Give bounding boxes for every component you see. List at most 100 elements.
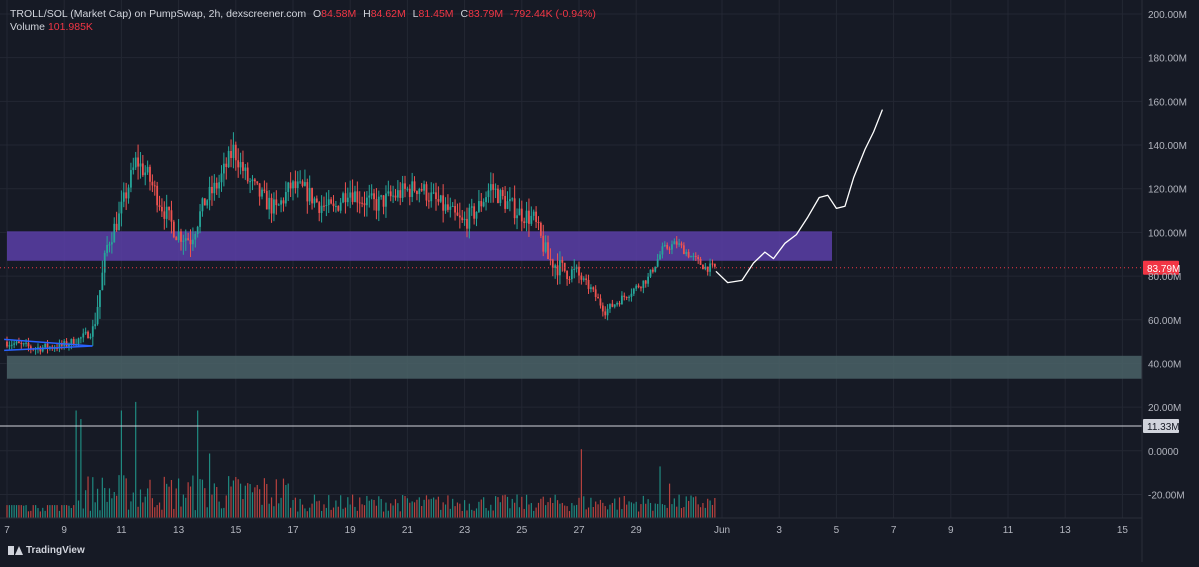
candle-body [644,280,647,284]
candle-body [706,266,709,272]
candle-body [87,331,89,339]
candle-body [601,305,604,312]
candle-body [516,215,518,219]
candle-body [8,345,11,347]
candle-body [294,181,297,188]
candle-body [480,201,483,207]
candle-body [594,289,597,297]
price-tick-label: 80.00M [1148,272,1181,283]
candle-body [416,190,418,195]
price-tick-label: 200.00M [1148,10,1187,21]
candle-body [277,204,280,206]
price-tick-label: 140.00M [1148,141,1187,152]
candle-body [497,188,499,203]
open-value: 84.58M [321,8,357,20]
candle-body [580,275,583,280]
price-tick-label: 180.00M [1148,54,1187,65]
candle-body [396,190,399,198]
tradingview-brand: TradingView [26,545,85,556]
zones [7,231,1142,379]
change-value: -792.44K (-0.94%) [510,8,596,20]
candle-body [203,198,206,206]
candle-body [354,191,356,202]
candle-body [501,190,504,197]
candle-body [296,181,299,188]
candle-body [253,179,256,182]
time-tick-label: 29 [631,525,643,536]
candle-body [599,298,602,306]
candle-body [559,260,561,276]
time-tick-label: 11 [116,525,127,536]
candle-body [118,213,120,231]
candle-body [182,240,185,242]
candle-body [308,188,311,202]
volume-value: 101.985K [47,21,93,33]
candle-body [687,251,690,258]
current-price-label-bg [1143,260,1179,275]
candle-body [237,160,240,168]
candle-body [590,287,592,289]
candle-body [22,343,25,345]
tradingview-logo[interactable]: TradingView [8,545,85,556]
candle-body [435,192,437,200]
candle-body [137,157,139,167]
candle-body [106,244,108,253]
candle-body [349,192,352,198]
low-label: L [412,8,419,20]
symbol-title: TROLL/SOL (Market Cap) on PumpSwap, 2h, … [10,8,307,20]
candle-body [473,206,476,219]
candle-body [413,181,416,191]
candle-body [420,188,423,191]
candle-body [442,195,445,211]
candle-body [425,184,428,201]
candle-body [234,144,237,161]
candle-body [346,197,349,203]
candle-body [661,246,664,255]
candle-body [249,181,251,183]
candle-body [153,185,156,187]
candle-body [132,167,135,171]
candle-body [127,187,130,199]
candle-body [475,211,478,219]
candle-body [544,242,547,252]
candle-body [120,201,123,214]
candle-body [189,239,192,245]
candle-body [134,157,137,168]
candle-body [640,287,642,289]
candle-body [342,193,344,203]
candle-body [270,197,273,214]
candle-body [287,182,290,192]
candle-body [103,252,106,273]
candle-body [597,296,599,299]
candle-body [513,198,516,219]
candle-body [449,206,452,210]
time-tick-label: 23 [459,525,471,536]
candle-body [306,182,309,202]
candle-body [115,223,118,231]
candle-body [418,188,421,195]
candle-body [251,179,254,182]
candle-body [554,265,557,268]
candle-body [671,244,673,250]
candle-body [401,183,404,198]
projection-path [715,109,883,284]
candle-body [587,279,590,289]
candle-body [315,198,318,203]
candle-body [392,195,394,197]
candle-body [10,344,13,346]
candle-body [151,181,154,186]
candle-body [144,172,147,176]
time-tick-label: 17 [287,525,299,536]
candle-body [125,192,128,199]
candle-body [525,210,528,224]
legend-volume-row: Volume 101.985K [10,21,600,34]
candle-body [444,204,447,211]
candle-body [518,208,521,216]
candle-body [547,242,549,260]
candle-body [192,239,194,245]
candle-body [110,242,113,245]
time-tick-label: 25 [516,525,528,536]
candle-body [201,198,204,212]
